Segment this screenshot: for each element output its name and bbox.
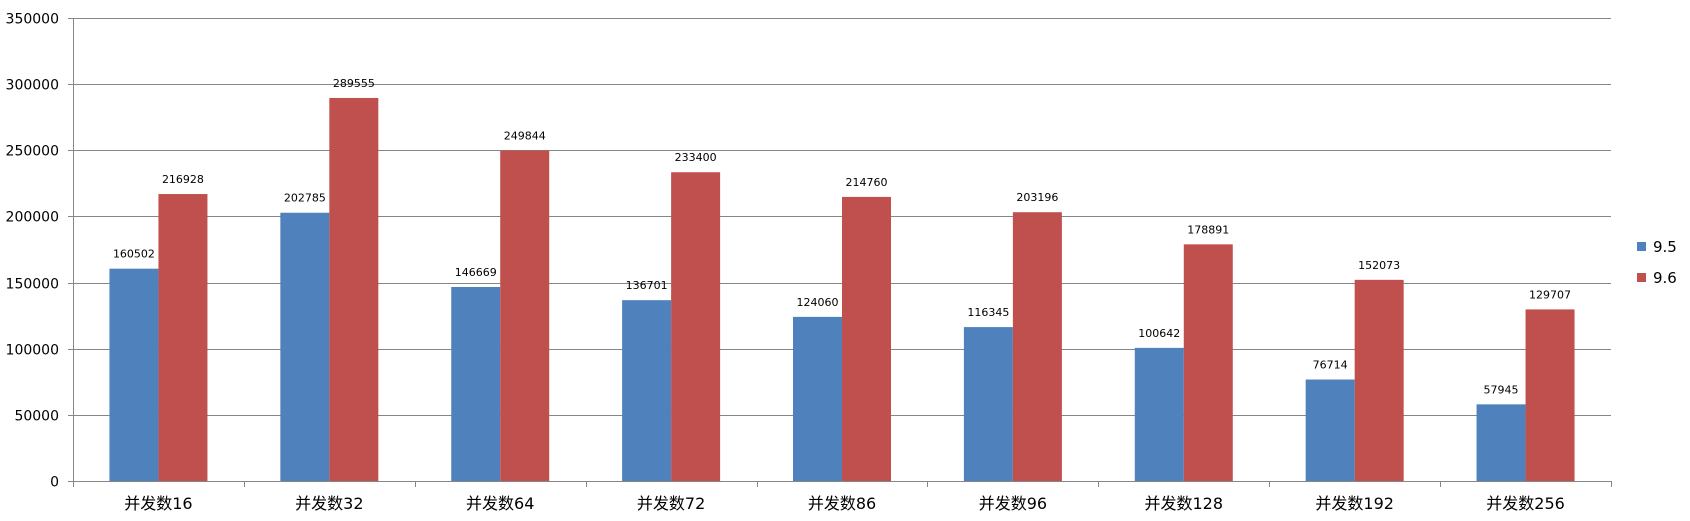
x-tick-label: 并发数64: [466, 494, 534, 513]
data-label: 216928: [162, 173, 204, 186]
y-tick-label: 0: [50, 475, 59, 491]
data-label: 178891: [1187, 223, 1229, 236]
bar-9-6: [158, 194, 207, 481]
bar-9-5: [622, 300, 671, 481]
y-tick-label: 200000: [6, 210, 59, 226]
data-label: 136701: [626, 279, 668, 292]
data-label: 76714: [1313, 359, 1348, 372]
bar-9-6: [671, 172, 720, 481]
bar-9-5: [964, 327, 1013, 481]
bar-9-5: [793, 317, 842, 481]
data-label: 100642: [1138, 327, 1180, 340]
x-tick-label: 并发数16: [124, 494, 192, 513]
x-tick-label: 并发数192: [1315, 494, 1394, 513]
bar-9-5: [451, 287, 500, 481]
data-label: 129707: [1529, 288, 1571, 301]
y-tick-label: 50000: [14, 409, 59, 425]
bar-9-5: [1477, 404, 1526, 481]
bar-9-6: [500, 150, 549, 481]
bar-9-6: [842, 197, 891, 481]
bars: [109, 98, 1574, 481]
x-tick-label: 并发数32: [295, 494, 363, 513]
bar-9-5: [1135, 348, 1184, 481]
data-label: 214760: [846, 176, 888, 189]
bar-9-6: [1355, 280, 1404, 481]
x-tick-label: 并发数72: [637, 494, 705, 513]
legend-label: 9.5: [1653, 238, 1677, 256]
x-tick-label: 并发数96: [979, 494, 1047, 513]
bar-9-5: [280, 213, 329, 481]
y-tick-label: 350000: [6, 12, 59, 28]
legend-label: 9.6: [1653, 269, 1677, 287]
bar-9-6: [1184, 244, 1233, 481]
bar-9-5: [1306, 380, 1355, 481]
data-label: 152073: [1358, 259, 1400, 272]
data-label: 146669: [455, 266, 497, 279]
bar-9-6: [1526, 309, 1575, 481]
data-label: 202785: [284, 192, 326, 205]
bar-9-6: [1013, 212, 1062, 481]
x-tick-label: 并发数86: [808, 494, 876, 513]
data-label: 249844: [504, 129, 546, 142]
y-tick-label: 100000: [6, 343, 59, 359]
data-label: 233400: [675, 151, 717, 164]
x-tick-label: 并发数128: [1145, 494, 1224, 513]
bar-9-5: [109, 269, 158, 481]
data-label: 116345: [967, 306, 1009, 319]
y-tick-label: 150000: [6, 277, 59, 293]
legend: 9.5 9.6: [1637, 238, 1677, 287]
legend-swatch: [1637, 273, 1646, 282]
data-label: 203196: [1016, 191, 1058, 204]
data-label: 57945: [1484, 383, 1519, 396]
data-label: 124060: [797, 296, 839, 309]
data-label: 289555: [333, 77, 375, 90]
x-tick-label: 并发数256: [1486, 494, 1565, 513]
y-tick-label: 250000: [6, 144, 59, 160]
data-label: 160502: [113, 248, 155, 261]
bar-9-6: [329, 98, 378, 481]
y-tick-label: 300000: [6, 78, 59, 94]
legend-swatch: [1637, 242, 1646, 251]
